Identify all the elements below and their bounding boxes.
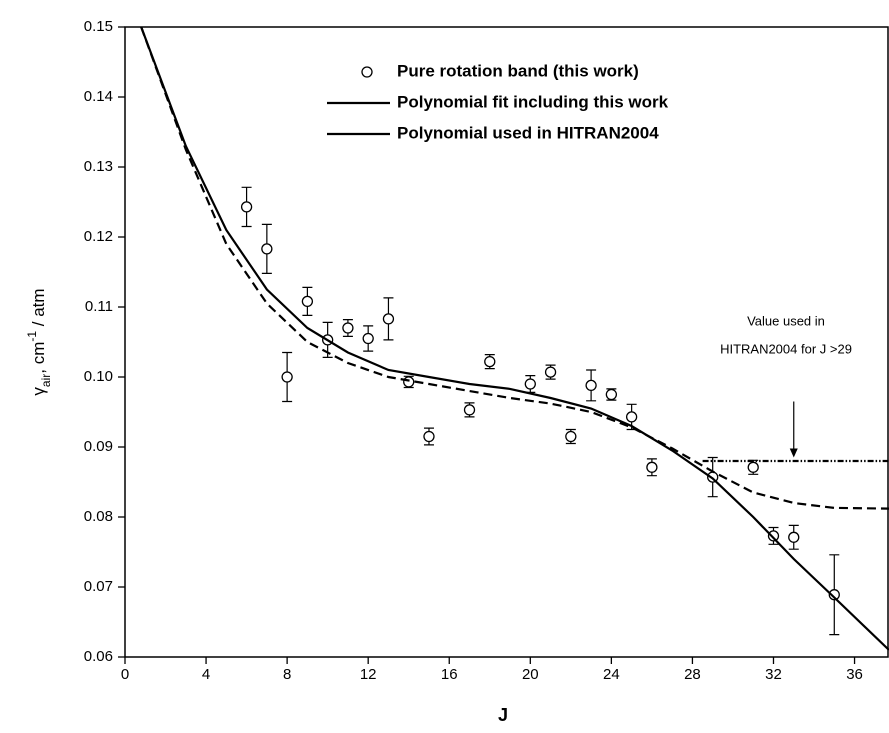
x-tick-label: 12 — [360, 666, 377, 683]
error-bar — [707, 456, 718, 498]
error-bar — [383, 297, 394, 341]
y-tick-label: 0.14 — [84, 88, 113, 105]
error-bar — [282, 351, 293, 403]
data-point — [788, 531, 800, 543]
error-bar — [322, 321, 333, 358]
error-bar — [565, 428, 576, 445]
error-bar — [423, 427, 434, 446]
x-tick-label: 28 — [684, 666, 701, 683]
data-point — [565, 430, 577, 443]
data-point — [544, 366, 557, 378]
y-tick-label: 0.12 — [84, 228, 113, 245]
error-bar — [586, 369, 597, 402]
y-label-part: , cm — [29, 342, 48, 374]
legend-label: Polynomial used in HITRAN2004 — [397, 123, 659, 142]
data-point — [747, 461, 759, 473]
y-tick-label: 0.07 — [84, 578, 113, 595]
error-bar — [545, 364, 556, 380]
legend-marker — [361, 66, 373, 78]
error-bar — [464, 402, 475, 418]
y-tick-label: 0.08 — [84, 508, 113, 525]
error-bar — [342, 319, 353, 337]
data-point — [240, 201, 253, 213]
data-point — [646, 461, 658, 473]
annotation-arrowhead — [789, 448, 798, 458]
x-tick-label: 8 — [283, 666, 291, 683]
data-point — [484, 355, 496, 368]
data-point — [605, 388, 618, 401]
plot-frame — [124, 26, 889, 658]
x-tick-label: 16 — [441, 666, 458, 683]
error-bar — [363, 325, 374, 352]
data-point — [261, 243, 273, 255]
data-point — [828, 589, 840, 601]
annotation-text: HITRAN2004 for J >29 — [720, 341, 852, 356]
error-bar — [788, 524, 799, 550]
data-point — [463, 404, 476, 416]
data-point — [362, 332, 374, 345]
legend-label: Pure rotation band (this work) — [397, 61, 639, 80]
y-axis-label: γair, cm-1 / atm — [25, 288, 53, 395]
x-tick-label: 20 — [522, 666, 539, 683]
data-point — [342, 322, 354, 334]
data-point — [301, 295, 314, 308]
y-tick-label: 0.10 — [84, 368, 113, 385]
error-bar — [829, 554, 840, 636]
y-label-part: / atm — [29, 288, 48, 331]
y-tick-label: 0.09 — [84, 438, 113, 455]
legend-label: Polynomial fit including this work — [397, 92, 669, 111]
data-point — [625, 411, 638, 423]
error-bar — [241, 186, 252, 228]
data-point — [423, 430, 435, 443]
y-tick-label: 0.15 — [84, 18, 113, 35]
data-point — [585, 379, 597, 392]
x-tick-label: 4 — [202, 666, 210, 683]
fit-line — [140, 27, 889, 651]
x-tick-label: 24 — [603, 666, 620, 683]
data-point — [524, 378, 536, 390]
data-point — [767, 530, 780, 542]
x-tick-label: 36 — [846, 666, 863, 683]
plot-area — [140, 27, 889, 651]
y-tick-label: 0.13 — [84, 158, 113, 175]
error-bar — [261, 223, 272, 274]
data-point — [403, 376, 415, 388]
data-point — [382, 313, 395, 325]
x-axis-label: J — [498, 705, 508, 725]
x-tick-label: 32 — [765, 666, 782, 683]
y-label-part: γ — [29, 387, 48, 396]
error-bar — [484, 354, 495, 370]
y-tick-label: 0.06 — [84, 648, 113, 665]
data-point — [281, 371, 293, 383]
x-tick-label: 0 — [121, 666, 129, 683]
error-bar — [646, 458, 657, 477]
y-label-part: -1 — [25, 331, 39, 342]
error-bar — [768, 526, 779, 545]
y-tick-label: 0.11 — [85, 298, 113, 315]
y-label-part: air — [39, 374, 53, 387]
error-bar — [302, 286, 313, 316]
error-bar — [525, 375, 536, 393]
annotation-text: Value used in — [747, 313, 825, 328]
